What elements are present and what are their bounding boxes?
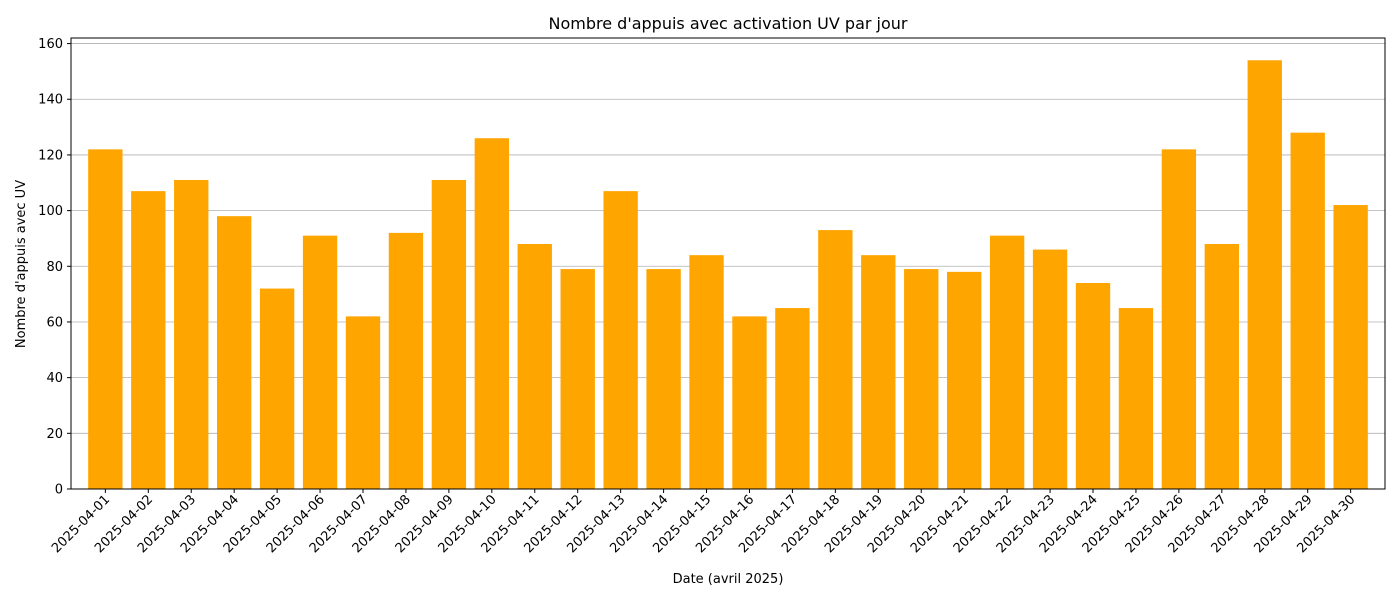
y-tick-label: 120 [38, 148, 63, 163]
y-tick-label: 100 [38, 204, 63, 219]
bar-2025-04-04 [217, 216, 252, 489]
y-axis: 0 20 40 60 80 100 120 140 160 [38, 37, 71, 498]
bar-2025-04-30 [1333, 205, 1368, 489]
bar-2025-04-19 [861, 255, 896, 489]
bar-2025-04-21 [947, 271, 982, 489]
bar-2025-04-29 [1290, 132, 1325, 489]
bar-2025-04-07 [345, 316, 381, 489]
bar-2025-04-25 [1118, 308, 1154, 489]
y-tick-label: 0 [55, 483, 63, 498]
bar-2025-04-10 [474, 138, 509, 489]
bar-2025-04-01 [88, 149, 123, 489]
y-tick-label: 20 [46, 427, 63, 442]
bar-2025-04-11 [517, 244, 552, 489]
bar-2025-04-28 [1247, 60, 1282, 489]
bar-2025-04-06 [302, 235, 338, 489]
bar-2025-04-20 [904, 269, 939, 489]
x-axis: 2025-04-012025-04-022025-04-032025-04-04… [49, 489, 1358, 556]
y-tick-label: 160 [38, 37, 63, 52]
bar-2025-04-02 [131, 191, 166, 489]
bar-2025-04-16 [732, 316, 767, 489]
bar-2025-04-18 [818, 230, 853, 489]
y-tick-label: 60 [46, 315, 63, 330]
bar-2025-04-09 [431, 179, 467, 489]
bar-2025-04-22 [989, 235, 1025, 489]
x-axis-title: Date (avril 2025) [673, 572, 784, 587]
bar-2025-04-24 [1075, 282, 1111, 489]
bar-2025-04-08 [388, 232, 424, 490]
y-tick-label: 80 [46, 260, 63, 275]
y-tick-label: 140 [38, 93, 63, 108]
bars [88, 60, 1368, 490]
bar-2025-04-26 [1161, 149, 1197, 489]
bar-2025-04-27 [1204, 244, 1239, 489]
bar-2025-04-03 [174, 179, 209, 489]
bar-2025-04-05 [259, 288, 295, 489]
bar-2025-04-23 [1032, 249, 1068, 489]
chart-title: Nombre d'appuis avec activation UV par j… [549, 14, 908, 33]
bar-2025-04-17 [775, 308, 810, 489]
bar-2025-04-13 [603, 191, 638, 489]
plot-frame [70, 37, 1386, 490]
y-tick-label: 40 [46, 371, 63, 386]
bar-2025-04-12 [560, 269, 595, 489]
bar-2025-04-14 [646, 269, 681, 489]
bar-2025-04-15 [689, 255, 724, 489]
y-axis-title: Nombre d'appuis avec UV [14, 180, 29, 348]
